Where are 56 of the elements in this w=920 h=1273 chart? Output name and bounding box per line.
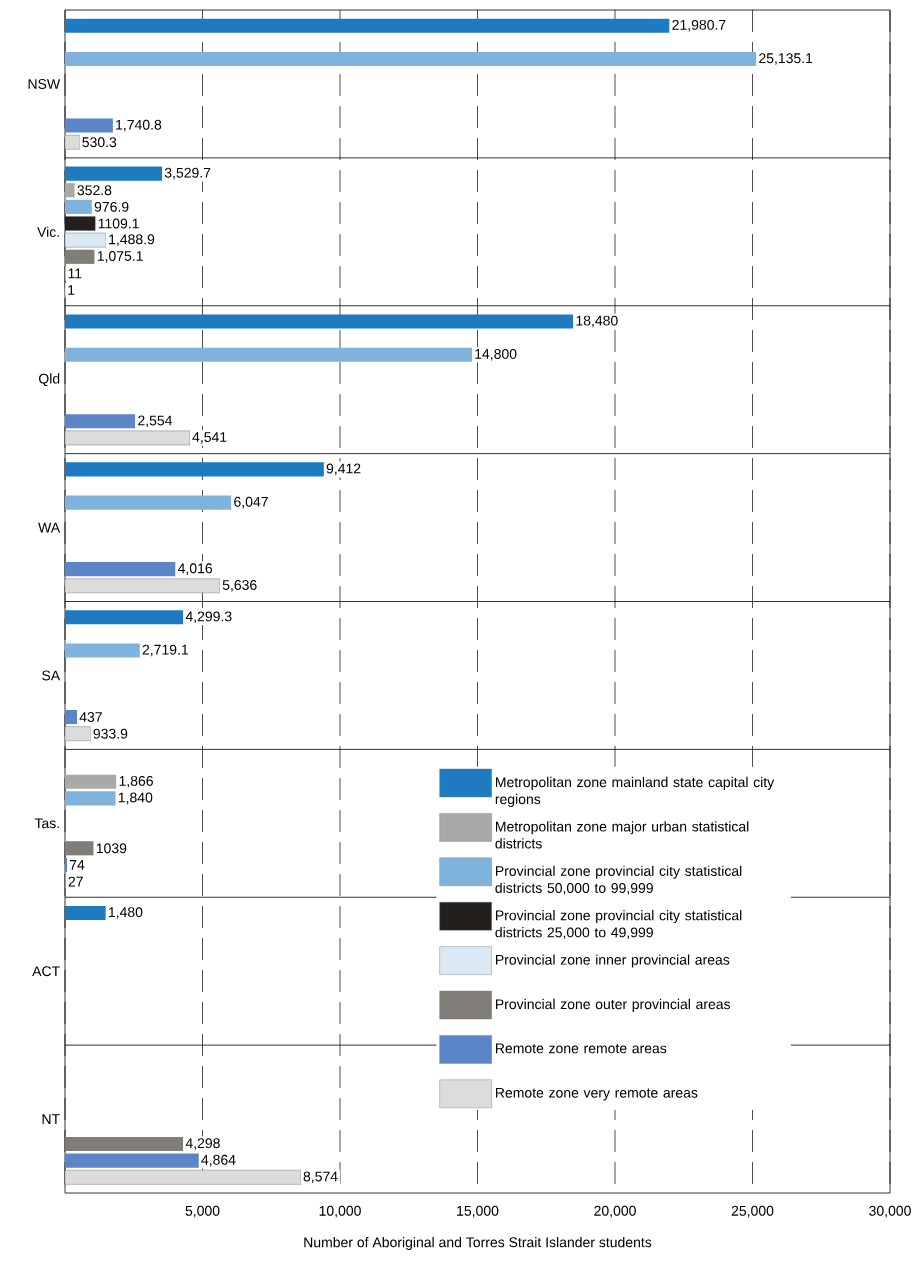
data-label: 8,574 bbox=[303, 1171, 338, 1184]
y-tick-label: NSW bbox=[28, 78, 61, 89]
data-label: 4,298 bbox=[185, 1138, 220, 1150]
data-label: 1039 bbox=[96, 843, 127, 854]
legend-label: Remote zone very remote areas bbox=[496, 1087, 698, 1101]
data-label: 74 bbox=[69, 860, 85, 870]
legend-label: Metropolitan zone major urban statistical districts bbox=[495, 821, 749, 849]
data-label: 18,480 bbox=[576, 315, 618, 328]
data-label: 1,075.1 bbox=[97, 250, 143, 263]
legend-label: Provincial zone outer provincial areas bbox=[496, 998, 731, 1012]
data-label: 1109.1 bbox=[98, 218, 139, 229]
data-label: 5,636 bbox=[222, 580, 257, 592]
y-tick-label: WA bbox=[38, 522, 61, 533]
data-label: 3,529.7 bbox=[164, 167, 211, 180]
y-tick-label: Qld bbox=[39, 373, 60, 387]
y-tick-label: Vic. bbox=[37, 226, 59, 237]
y-tick-label: Tas. bbox=[34, 818, 59, 829]
data-label: 1,488.9 bbox=[109, 234, 155, 246]
data-label: 11 bbox=[68, 268, 82, 279]
x-tick-label: 30,000 bbox=[869, 1205, 911, 1218]
data-label: 976.9 bbox=[94, 201, 129, 212]
data-label: 933.9 bbox=[93, 728, 128, 739]
x-axis-title: Number of Aboriginal and Torres Strait Islander students bbox=[304, 1236, 652, 1251]
legend-label: Remote zone remote areas bbox=[496, 1043, 667, 1054]
legend-label: Metropolitan zone mainland state capital city regions bbox=[495, 776, 775, 807]
data-label: 2,719.1 bbox=[142, 644, 188, 657]
legend-label: Provincial zone provincial city statistical districts 50,000 to 99,999 bbox=[495, 865, 742, 895]
data-label: 1,840 bbox=[118, 792, 153, 805]
data-label: 352.8 bbox=[77, 185, 112, 196]
data-label: 4,864 bbox=[201, 1154, 236, 1167]
data-label: 1,480 bbox=[108, 907, 143, 919]
data-label: 1,740.8 bbox=[116, 119, 162, 132]
data-label: 4,016 bbox=[177, 563, 213, 575]
data-label: 437 bbox=[79, 712, 102, 722]
data-label: 530.3 bbox=[82, 137, 117, 148]
data-label: 2,554 bbox=[138, 415, 173, 428]
x-tick-label: 5,000 bbox=[185, 1205, 220, 1218]
x-tick-label: 10,000 bbox=[319, 1205, 361, 1218]
x-tick-label: 25,000 bbox=[731, 1205, 774, 1218]
data-label: 9,412 bbox=[326, 463, 361, 476]
data-label: 4,299.3 bbox=[185, 611, 232, 624]
data-label: 21,980.7 bbox=[672, 19, 726, 32]
y-tick-label: ACT bbox=[32, 966, 60, 977]
x-tick-label: 20,000 bbox=[594, 1205, 636, 1218]
data-label: 6,047 bbox=[234, 496, 268, 509]
data-label: 27 bbox=[68, 876, 83, 887]
data-label: 14,800 bbox=[475, 348, 517, 361]
data-label: 25,135.1 bbox=[759, 53, 813, 65]
data-label: 1,866 bbox=[119, 775, 153, 788]
y-tick-label: NT bbox=[42, 1114, 60, 1124]
data-label: 4,541 bbox=[192, 432, 227, 444]
data-label: 1 bbox=[68, 285, 75, 295]
y-tick-label: SA bbox=[42, 670, 61, 681]
legend-label: Provincial zone inner provincial areas bbox=[496, 954, 730, 968]
x-tick-label: 15,000 bbox=[457, 1205, 499, 1218]
legend-label: Provincial zone provincial city statistical districts 25,000 to 49,999 bbox=[495, 910, 742, 940]
